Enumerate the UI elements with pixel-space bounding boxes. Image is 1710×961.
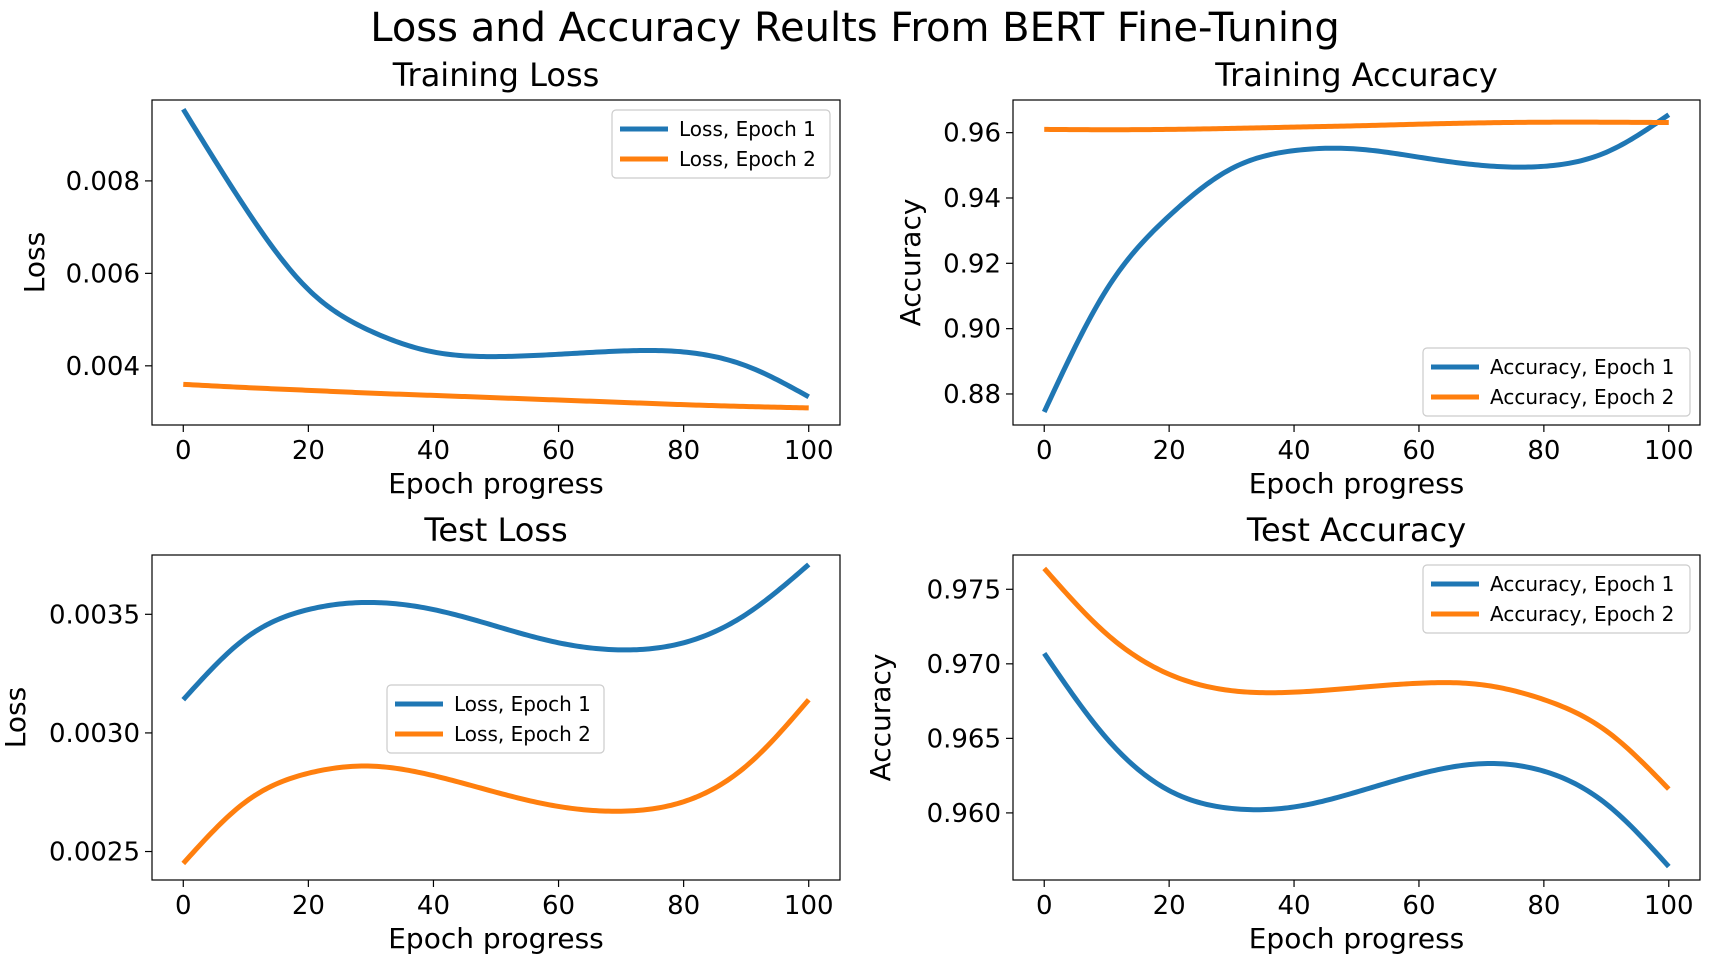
x-tick-label: 0 <box>175 436 192 466</box>
series-line-epoch-1 <box>1041 112 1671 413</box>
x-tick-label: 40 <box>1277 891 1310 921</box>
x-tick-label: 60 <box>1402 436 1435 466</box>
series-line-epoch-1 <box>181 562 811 702</box>
x-tick-label: 20 <box>1153 891 1186 921</box>
subplot-2: Training Accuracy 0 20 40 60 80 100 0.88 0.90 0.9… <box>894 56 1701 500</box>
legend-label-epoch-1: Loss, Epoch 1 <box>454 692 591 716</box>
legend: Loss, Epoch 1 Loss, Epoch 2 <box>386 684 605 754</box>
y-tick-label: 0.90 <box>943 315 1001 345</box>
y-axis-label: Accuracy <box>894 199 927 327</box>
x-tick-label: 80 <box>667 436 700 466</box>
x-axis-label: Epoch progress <box>388 922 604 955</box>
legend-label-epoch-2: Accuracy, Epoch 2 <box>1490 385 1674 409</box>
y-tick-label: 0.0025 <box>49 838 140 868</box>
x-tick-label: 100 <box>1644 891 1694 921</box>
x-tick-label: 100 <box>1644 436 1694 466</box>
x-tick-label: 60 <box>542 891 575 921</box>
x-tick-label: 80 <box>1527 891 1560 921</box>
subplot-title: Training Loss <box>392 56 600 94</box>
x-tick-label: 100 <box>784 891 834 921</box>
x-tick-label: 40 <box>1277 436 1310 466</box>
legend-box <box>1422 347 1691 417</box>
subplot-1: Training Loss 0 20 40 60 80 100 0.004 0.006 0.008… <box>18 56 841 500</box>
legend-label-epoch-2: Loss, Epoch 2 <box>454 722 591 746</box>
x-tick-label: 40 <box>417 891 450 921</box>
y-tick-label: 0.0035 <box>49 600 140 630</box>
axes-frame <box>151 99 841 426</box>
x-axis-label: Epoch progress <box>1249 467 1465 500</box>
x-tick-label: 80 <box>1527 436 1560 466</box>
figure-title: Loss and Accuracy Reults From BERT Fine-… <box>370 5 1340 51</box>
y-tick-label: 0.975 <box>927 575 1001 605</box>
series-line-epoch-1 <box>1042 651 1671 869</box>
x-tick-label: 0 <box>175 891 192 921</box>
y-tick-label: 0.960 <box>927 799 1001 829</box>
x-axis-label: Epoch progress <box>1249 922 1465 955</box>
axes-frame <box>151 554 841 881</box>
y-tick-label: 0.970 <box>927 650 1001 680</box>
subplot-title: Test Loss <box>423 511 567 549</box>
x-tick-label: 100 <box>784 436 834 466</box>
x-tick-label: 60 <box>1402 891 1435 921</box>
subplot-title: Training Accuracy <box>1214 56 1498 94</box>
legend-box <box>1422 564 1691 634</box>
x-tick-label: 0 <box>1036 436 1053 466</box>
y-axis-label: Loss <box>18 232 51 293</box>
subplot-4: Test Accuracy 0 20 40 60 80 100 0.960 0.965 0.970… <box>864 511 1701 955</box>
legend-label-epoch-2: Accuracy, Epoch 2 <box>1490 602 1674 626</box>
legend-label-epoch-1: Accuracy, Epoch 1 <box>1490 355 1674 379</box>
legend-label-epoch-1: Accuracy, Epoch 1 <box>1490 572 1674 596</box>
axes-frame <box>1012 554 1701 881</box>
subplot-title: Test Accuracy <box>1246 511 1466 549</box>
y-tick-label: 0.004 <box>66 352 140 382</box>
y-tick-label: 0.96 <box>943 119 1001 149</box>
x-tick-label: 20 <box>292 436 325 466</box>
y-tick-label: 0.92 <box>943 249 1001 279</box>
series-line-epoch-2 <box>1044 119 1669 133</box>
y-tick-label: 0.006 <box>66 259 140 289</box>
x-tick-label: 20 <box>292 891 325 921</box>
axes-frame <box>1012 99 1701 426</box>
series-line-epoch-1 <box>181 107 810 399</box>
x-tick-label: 20 <box>1153 436 1186 466</box>
subplot-3: Test Loss 0 20 40 60 80 100 0.0025 0.0030 0.0035 E… <box>0 511 841 955</box>
y-axis-label: Loss <box>0 687 32 748</box>
y-tick-label: 0.94 <box>943 184 1001 214</box>
legend-label-epoch-2: Loss, Epoch 2 <box>679 147 816 171</box>
legend: Accuracy, Epoch 1 Accuracy, Epoch 2 <box>1422 564 1691 634</box>
x-tick-label: 0 <box>1036 891 1053 921</box>
legend: Loss, Epoch 1 Loss, Epoch 2 <box>611 109 831 179</box>
series-line-epoch-2 <box>1042 566 1671 791</box>
y-tick-label: 0.008 <box>66 167 140 197</box>
x-tick-label: 40 <box>417 436 450 466</box>
y-axis-label: Accuracy <box>864 654 897 782</box>
x-tick-label: 60 <box>542 436 575 466</box>
series-line-epoch-2 <box>181 698 811 866</box>
legend-label-epoch-1: Loss, Epoch 1 <box>679 117 816 141</box>
legend: Accuracy, Epoch 1 Accuracy, Epoch 2 <box>1422 347 1691 417</box>
x-axis-label: Epoch progress <box>388 467 604 500</box>
y-tick-label: 0.0030 <box>49 719 140 749</box>
y-tick-label: 0.88 <box>943 380 1001 410</box>
y-tick-label: 0.965 <box>927 724 1001 754</box>
x-tick-label: 80 <box>667 891 700 921</box>
series-line-epoch-2 <box>183 381 809 411</box>
